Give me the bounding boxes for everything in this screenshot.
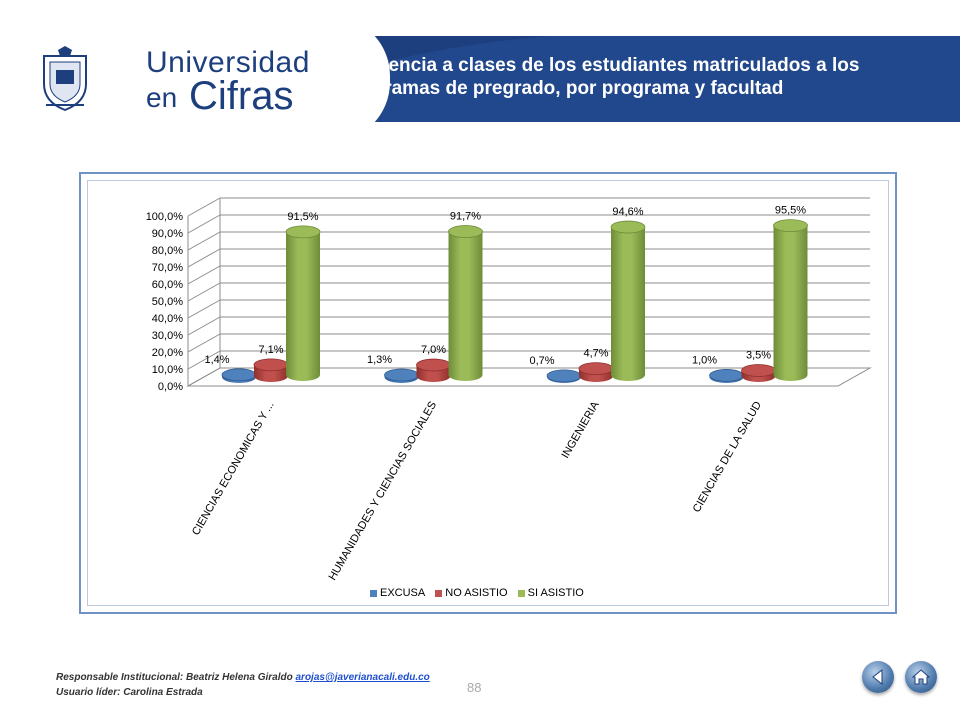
bar-top	[416, 358, 451, 372]
data-label: 95,5%	[775, 205, 806, 217]
y-tick-label: 30,0%	[152, 330, 183, 342]
y-tick-label: 10,0%	[152, 364, 183, 376]
x-category-label: CIENCIAS DE LA SALUD	[691, 399, 764, 514]
bar-top	[578, 362, 614, 376]
y-tick-label: 100,0%	[146, 211, 184, 223]
data-label: 91,5%	[287, 211, 318, 223]
legend-label-excusa: EXCUSA	[380, 587, 426, 599]
footer-leader: Usuario líder: Carolina Estrada	[56, 687, 203, 698]
data-label: 3,5%	[746, 350, 771, 362]
bar-top	[285, 225, 321, 239]
legend-item-no-asistio: NO ASISTIO	[435, 585, 508, 601]
bar-top	[221, 368, 257, 382]
legend-item-si-asistio: SI ASISTIO	[517, 585, 584, 601]
bar-si-asistio	[448, 231, 483, 381]
y-tick-label: 40,0%	[152, 313, 183, 325]
data-label: 94,6%	[612, 206, 643, 218]
bar-si-asistio	[611, 227, 645, 381]
chart-frame	[79, 172, 897, 614]
legend-swatch-excusa	[370, 589, 377, 597]
y-tick-label: 0,0%	[158, 381, 183, 393]
page-title: Asistencia a clases de los estudiantes m…	[342, 55, 860, 99]
legend-swatch-si-asistio	[517, 589, 525, 597]
data-label: 0,7%	[529, 355, 554, 367]
data-label: 91,7%	[450, 211, 481, 223]
bar-top	[773, 219, 808, 233]
back-button[interactable]	[862, 661, 894, 693]
side-gridline	[187, 231, 221, 251]
y-tick-label: 90,0%	[152, 228, 183, 240]
header-curve	[310, 36, 390, 122]
chart-floor	[186, 367, 872, 387]
y-tick-label: 50,0%	[152, 296, 183, 308]
home-icon	[911, 669, 931, 685]
side-gridline	[187, 265, 221, 285]
bar-top	[384, 368, 419, 382]
back-arrow-icon	[872, 668, 883, 686]
side-gridline	[187, 333, 221, 353]
bar-si-asistio	[773, 225, 808, 381]
home-button[interactable]	[905, 661, 937, 693]
data-label: 7,0%	[421, 344, 446, 356]
brand-line1: Universidad	[146, 46, 310, 79]
y-tick-label: 20,0%	[152, 347, 183, 359]
bar-top	[610, 220, 646, 234]
chart-legend: EXCUSA NO ASISTIO SI ASISTIO	[370, 585, 584, 601]
x-category-label: CIENCIAS ECONOMICAS Y ...	[190, 400, 277, 538]
footer-responsible-label: Responsable Institucional: Beatriz Helen…	[56, 672, 293, 683]
side-gridline	[187, 214, 221, 234]
legend-item-excusa: EXCUSA	[370, 585, 425, 601]
bar-top	[709, 369, 744, 382]
data-label: 1,3%	[367, 354, 392, 366]
side-gridline	[187, 197, 221, 217]
data-label: 7,1%	[258, 344, 283, 356]
footer-email-link[interactable]: arojas@javerianacali.edu.co	[295, 672, 430, 683]
banner-swoosh	[330, 36, 960, 122]
side-gridline	[187, 248, 221, 268]
brand-line2a: en	[146, 82, 178, 113]
brand-wordmark: Universidad en Cifras	[146, 42, 316, 118]
header-banner: Universidad en Cifras Asistencia a clase…	[0, 36, 960, 122]
x-category-label: INGENIERIA	[559, 399, 602, 461]
side-gridline	[187, 282, 221, 302]
page-number: 88	[467, 680, 482, 695]
y-tick-label: 70,0%	[152, 262, 183, 274]
bar-si-asistio	[286, 231, 320, 381]
side-gridline	[187, 350, 221, 370]
bar-top	[741, 364, 776, 377]
legend-swatch-no-asistio	[435, 589, 443, 597]
brand-line2b: Cifras	[189, 74, 294, 118]
x-category-label: HUMANIDADES Y CIENCIAS SOCIALES	[327, 400, 440, 583]
side-gridline	[187, 316, 221, 336]
footer-credits: Responsable Institucional: Beatriz Helen…	[56, 670, 430, 700]
side-gridline	[187, 299, 221, 319]
y-tick-label: 80,0%	[152, 245, 183, 257]
data-label: 4,7%	[583, 348, 608, 360]
bar-top	[448, 225, 483, 238]
data-label: 1,0%	[692, 354, 717, 366]
data-label: 1,4%	[204, 354, 229, 366]
legend-label-si-asistio: SI ASISTIO	[527, 587, 584, 599]
bar-top	[546, 369, 582, 383]
legend-label-no-asistio: NO ASISTIO	[445, 587, 508, 599]
bar-top	[253, 358, 289, 372]
university-crest-logo	[43, 46, 87, 112]
y-tick-label: 60,0%	[152, 279, 183, 291]
footer-responsible-line: Responsable Institucional: Beatriz Helen…	[56, 670, 430, 685]
chart-inner-border	[87, 180, 889, 606]
